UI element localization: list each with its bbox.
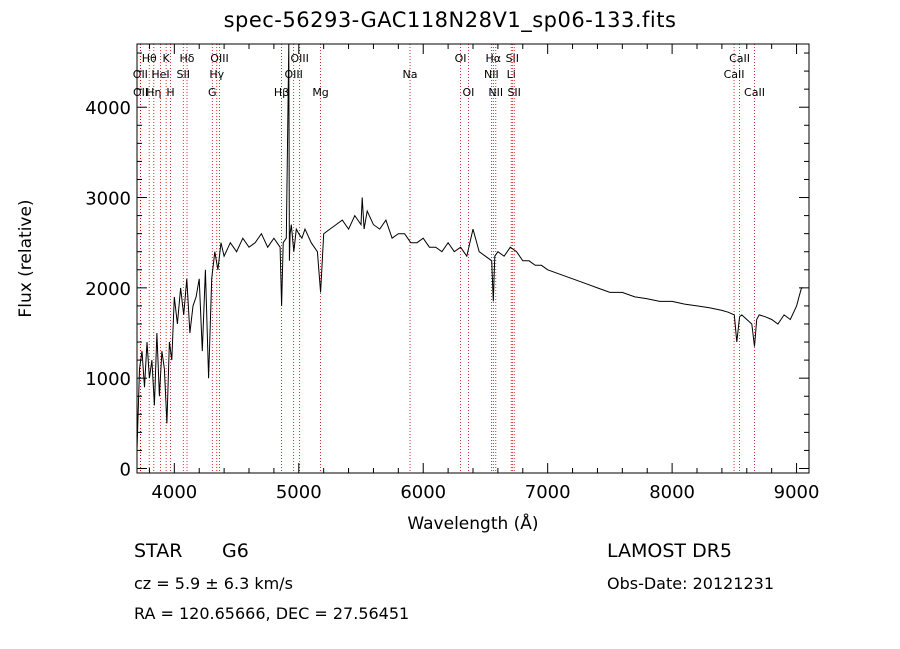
x-tick-label: 6000 <box>400 482 446 503</box>
line-label: Hδ <box>180 52 195 65</box>
line-label: Hα <box>486 52 502 65</box>
line-label: Hη <box>146 86 161 99</box>
line-label: Mg <box>312 86 328 99</box>
chart-title: spec-56293-GAC118N28V1_sp06-133.fits <box>223 8 677 32</box>
line-label: NII <box>488 86 503 99</box>
line-label: Hθ <box>142 52 157 65</box>
line-label: G <box>208 86 217 99</box>
y-tick-label: 4000 <box>85 98 131 119</box>
line-label: K <box>163 52 171 65</box>
line-label: SII <box>506 52 519 65</box>
x-tick-label: 5000 <box>276 482 322 503</box>
line-label: OI <box>455 52 467 65</box>
coordinates: RA = 120.65666, DEC = 27.56451 <box>134 604 410 623</box>
line-label: CaII <box>729 52 750 65</box>
y-tick-label: 3000 <box>85 189 131 210</box>
spectrum-line <box>136 43 803 451</box>
line-label: H <box>166 86 174 99</box>
x-tick-label: 9000 <box>774 482 820 503</box>
x-axis-label: Wavelength (Å) <box>407 512 538 534</box>
observation-date: Obs-Date: 20121231 <box>607 574 775 593</box>
line-label: CaII <box>744 86 765 99</box>
line-label: CaII <box>724 68 745 81</box>
line-label: OIII <box>284 68 302 81</box>
x-tick-label: 8000 <box>649 482 695 503</box>
y-tick-label: 2000 <box>85 279 131 300</box>
object-subclass: G6 <box>222 540 249 562</box>
x-tick-label: 4000 <box>151 482 197 503</box>
line-label: HeI <box>151 68 169 81</box>
line-label: SII <box>177 68 190 81</box>
line-label: Na <box>403 68 418 81</box>
line-label: Li <box>507 68 516 81</box>
x-tick-label: 7000 <box>525 482 571 503</box>
line-label: Hγ <box>209 68 224 81</box>
line-label: OIII <box>210 52 228 65</box>
line-label: SII <box>507 86 520 99</box>
object-class: STAR <box>134 540 183 562</box>
plot-frame <box>136 43 810 474</box>
y-axis-label: Flux (relative) <box>16 199 36 317</box>
redshift-velocity: cz = 5.9 ± 6.3 km/s <box>134 574 293 593</box>
line-label: OI <box>462 86 474 99</box>
survey-name: LAMOST DR5 <box>607 540 732 562</box>
y-tick-label: 0 <box>120 459 131 480</box>
line-label: NII <box>484 68 499 81</box>
line-label: OIII <box>290 52 308 65</box>
y-tick-label: 1000 <box>85 369 131 390</box>
line-label: Hβ <box>274 86 289 99</box>
